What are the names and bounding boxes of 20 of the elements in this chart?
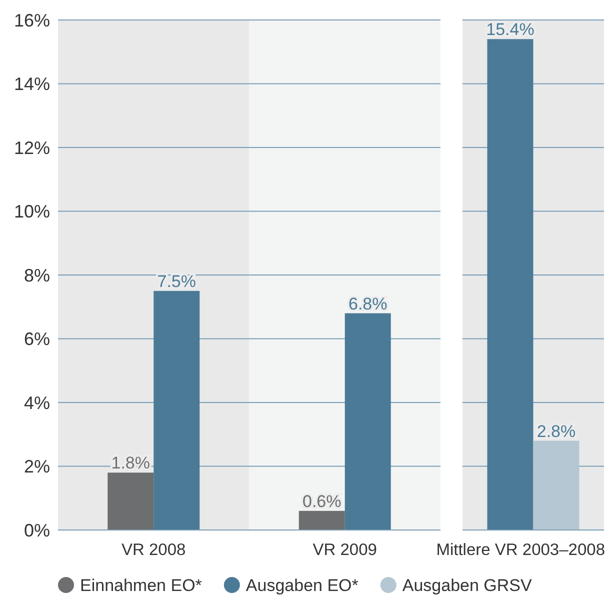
y-tick-label: 16% (14, 10, 50, 30)
y-tick-label: 8% (24, 265, 50, 286)
data-label: 6.8% (348, 294, 388, 314)
y-tick-label: 14% (14, 74, 50, 94)
y-tick-label: 4% (24, 392, 50, 413)
y-tick-label: 6% (24, 329, 50, 350)
data-label: 15.4% (486, 20, 534, 40)
x-tick-label: VR 2008 (122, 541, 186, 559)
legend-label: Ausgaben GRSV (402, 576, 533, 595)
x-tick-label: VR 2009 (312, 541, 377, 559)
y-tick-label: 0% (24, 520, 50, 540)
data-label: 7.5% (157, 272, 196, 291)
data-label: 2.8% (536, 422, 576, 441)
y-tick-label: 10% (14, 202, 50, 222)
legend-label: Ausgaben EO* (246, 576, 359, 595)
legend-label: Einnahmen EO* (80, 576, 202, 595)
data-label: 0.6% (302, 492, 342, 511)
x-tick-label: Mittlere VR 2003–2008 (436, 541, 605, 559)
y-tick-label: 2% (24, 456, 50, 477)
y-tick-label: 12% (14, 138, 50, 158)
